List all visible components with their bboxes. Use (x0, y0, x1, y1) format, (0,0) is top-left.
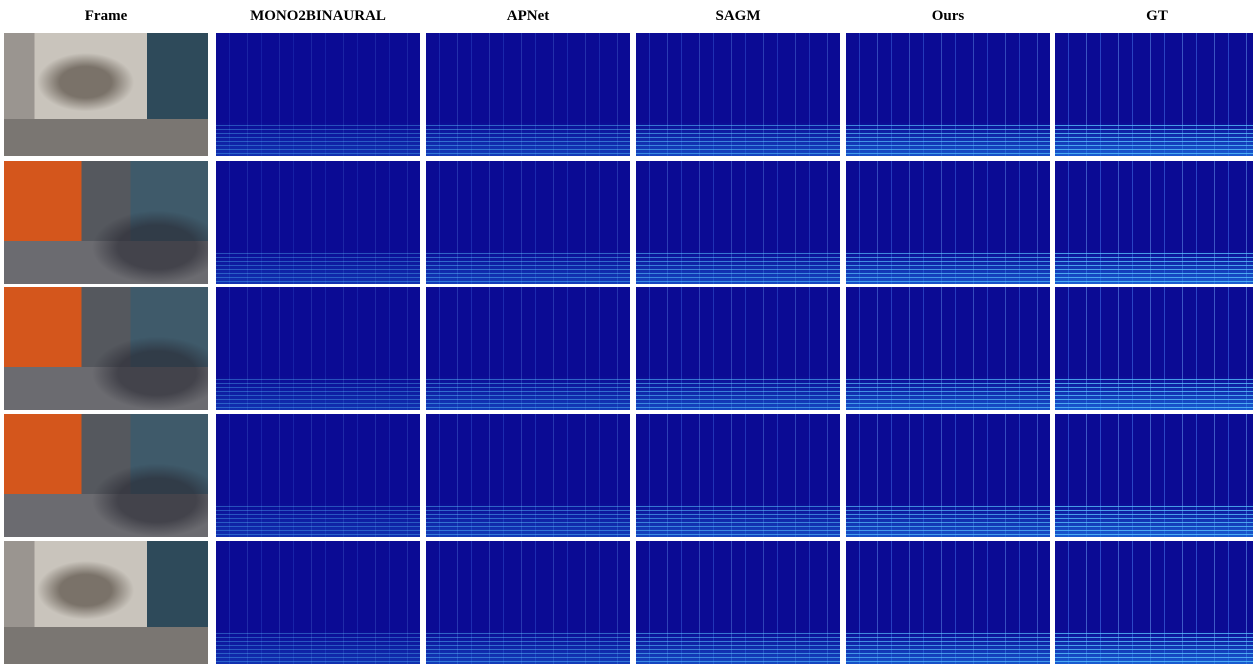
column-header: Frame (4, 5, 208, 27)
spectrogram (216, 541, 420, 664)
spectrogram (216, 161, 420, 284)
spectrogram (1055, 287, 1253, 410)
column-header: APNet (426, 5, 630, 27)
spectrogram (426, 33, 630, 156)
spectrogram (846, 541, 1050, 664)
spectrogram (1055, 414, 1253, 537)
spectrogram (846, 287, 1050, 410)
spectrogram (636, 541, 840, 664)
spectrogram (216, 33, 420, 156)
spectrogram (1055, 33, 1253, 156)
column-header: MONO2BINAURAL (216, 5, 420, 27)
spectrogram (846, 161, 1050, 284)
spectrogram (636, 287, 840, 410)
spectrogram (216, 287, 420, 410)
spectrogram (216, 414, 420, 537)
video-frame (4, 33, 208, 156)
video-frame (4, 161, 208, 284)
spectrogram (636, 161, 840, 284)
video-frame (4, 414, 208, 537)
column-header: SAGM (636, 5, 840, 27)
spectrogram (426, 541, 630, 664)
spectrogram (426, 414, 630, 537)
spectrogram (426, 287, 630, 410)
spectrogram (636, 33, 840, 156)
video-frame (4, 287, 208, 410)
spectrogram (846, 33, 1050, 156)
page: html, body { margin: 0; padding: 0; back… (0, 0, 1255, 663)
spectrogram (1055, 161, 1253, 284)
spectrogram (846, 414, 1050, 537)
spectrogram (426, 161, 630, 284)
column-header: GT (1055, 5, 1255, 27)
video-frame (4, 541, 208, 664)
spectrogram (1055, 541, 1253, 664)
spectrogram (636, 414, 840, 537)
figure: {"header": {"columns": ["Frame", "MONO2B… (0, 0, 1255, 663)
column-header: Ours (846, 5, 1050, 27)
